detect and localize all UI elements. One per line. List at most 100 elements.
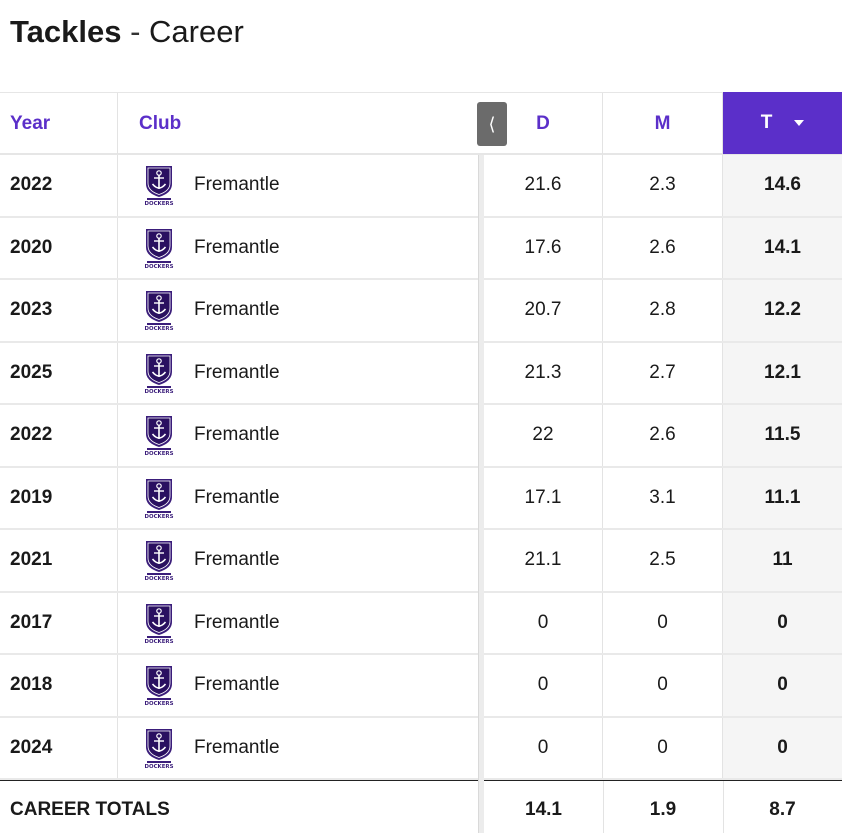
year-cell: 2023 xyxy=(0,280,118,341)
fremantle-dockers-logo: DOCKERS xyxy=(145,603,174,644)
disposals-cell: 20.7 xyxy=(484,280,603,341)
table-row: 2018 DOCKERS Fremantle 0 0 0 xyxy=(0,655,842,718)
year-cell: 2019 xyxy=(0,467,118,528)
club-name: Fremantle xyxy=(194,299,280,321)
tackles-cell: 0 xyxy=(723,592,842,653)
column-header-label: Year xyxy=(10,112,51,134)
marks-cell: 3.1 xyxy=(603,467,723,528)
fremantle-dockers-logo: DOCKERS xyxy=(145,228,174,269)
club-cell: DOCKERS Fremantle xyxy=(118,280,478,341)
svg-text:DOCKERS: DOCKERS xyxy=(145,389,174,394)
year-cell: 2022 xyxy=(0,155,118,216)
club-cell: DOCKERS Fremantle xyxy=(118,530,478,591)
club-cell: DOCKERS Fremantle xyxy=(118,468,478,529)
career-totals-row: CAREER TOTALS 14.1 1.9 8.7 xyxy=(0,780,842,833)
tackles-cell: 11.1 xyxy=(723,467,842,528)
column-header-club[interactable]: Club xyxy=(118,93,478,154)
marks-cell: 2.3 xyxy=(603,155,723,216)
marks-cell: 2.6 xyxy=(603,217,723,278)
career-stats-table: Year Club D M T ⟨ 2022 DOCKERS Fremantle… xyxy=(0,92,842,833)
marks-cell: 2.6 xyxy=(603,405,723,466)
sort-descending-icon xyxy=(794,120,805,126)
table-row: 2025 DOCKERS Fremantle 21.3 2.7 12.1 xyxy=(0,342,842,405)
marks-cell: 2.5 xyxy=(603,530,723,591)
fremantle-dockers-logo: DOCKERS xyxy=(145,478,174,519)
disposals-cell: 22 xyxy=(484,405,603,466)
totals-tackles: 8.7 xyxy=(769,799,796,820)
club-cell: DOCKERS Fremantle xyxy=(118,655,478,716)
svg-text:DOCKERS: DOCKERS xyxy=(145,576,174,581)
column-header-disposals[interactable]: D xyxy=(484,93,603,154)
table-row: 2019 DOCKERS Fremantle 17.1 3.1 11.1 xyxy=(0,467,842,530)
marks-cell: 2.7 xyxy=(603,342,723,403)
table-row: 2024 DOCKERS Fremantle 0 0 0 xyxy=(0,717,842,780)
club-name: Fremantle xyxy=(194,674,280,696)
club-cell: DOCKERS Fremantle xyxy=(118,155,478,216)
club-cell: DOCKERS Fremantle xyxy=(118,718,478,779)
disposals-cell: 0 xyxy=(484,655,603,716)
club-name: Fremantle xyxy=(194,549,280,571)
column-header-label: Club xyxy=(139,112,182,134)
club-cell: DOCKERS Fremantle xyxy=(118,593,478,654)
column-header-label: M xyxy=(654,112,671,134)
club-cell: DOCKERS Fremantle xyxy=(118,218,478,279)
tackles-cell: 0 xyxy=(723,655,842,716)
svg-text:DOCKERS: DOCKERS xyxy=(145,326,174,331)
year-cell: 2020 xyxy=(0,217,118,278)
column-header-label: T xyxy=(760,112,773,133)
disposals-cell: 17.1 xyxy=(484,467,603,528)
column-header-year[interactable]: Year xyxy=(0,93,118,154)
svg-text:DOCKERS: DOCKERS xyxy=(145,764,174,769)
tackles-cell: 0 xyxy=(723,717,842,778)
tackles-cell: 12.1 xyxy=(723,342,842,403)
fremantle-dockers-logo: DOCKERS xyxy=(145,353,174,394)
column-header-label: D xyxy=(536,112,550,134)
year-cell: 2025 xyxy=(0,342,118,403)
club-name: Fremantle xyxy=(194,174,280,196)
marks-cell: 2.8 xyxy=(603,280,723,341)
marks-cell: 0 xyxy=(603,592,723,653)
club-name: Fremantle xyxy=(194,236,280,258)
tackles-cell: 14.1 xyxy=(723,217,842,278)
year-cell: 2024 xyxy=(0,717,118,778)
disposals-cell: 0 xyxy=(484,717,603,778)
frozen-column-divider xyxy=(478,155,484,833)
club-name: Fremantle xyxy=(194,424,280,446)
marks-cell: 0 xyxy=(603,655,723,716)
club-cell: DOCKERS Fremantle xyxy=(118,405,478,466)
table-row: 2022 DOCKERS Fremantle 22 2.6 11.5 xyxy=(0,405,842,468)
column-header-marks[interactable]: M xyxy=(603,93,723,154)
disposals-cell: 17.6 xyxy=(484,217,603,278)
svg-text:DOCKERS: DOCKERS xyxy=(145,264,174,269)
fremantle-dockers-logo: DOCKERS xyxy=(145,728,174,769)
table-row: 2021 DOCKERS Fremantle 21.1 2.5 11 xyxy=(0,530,842,593)
column-header-tackles-sorted[interactable]: T xyxy=(723,92,842,154)
collapse-columns-button[interactable]: ⟨ xyxy=(477,102,507,146)
fremantle-dockers-logo: DOCKERS xyxy=(145,166,174,206)
page-title: Tackles - Career xyxy=(10,14,244,50)
table-row: 2017 DOCKERS Fremantle 0 0 0 xyxy=(0,592,842,655)
club-cell: DOCKERS Fremantle xyxy=(118,343,478,404)
svg-text:DOCKERS: DOCKERS xyxy=(145,451,174,456)
tackles-cell: 14.6 xyxy=(723,155,842,216)
tackles-cell: 12.2 xyxy=(723,280,842,341)
table-header: Year Club D M T xyxy=(0,92,842,155)
year-cell: 2022 xyxy=(0,405,118,466)
disposals-cell: 0 xyxy=(484,592,603,653)
table-row: 2022 DOCKERS Fremantle 21.6 2.3 14.6 xyxy=(0,155,842,218)
disposals-cell: 21.6 xyxy=(484,155,603,216)
title-metric: Tackles xyxy=(10,14,122,49)
club-name: Fremantle xyxy=(194,611,280,633)
totals-label: CAREER TOTALS xyxy=(10,799,170,820)
year-cell: 2017 xyxy=(0,592,118,653)
svg-text:DOCKERS: DOCKERS xyxy=(145,701,174,706)
title-scope: Career xyxy=(149,14,244,49)
club-name: Fremantle xyxy=(194,486,280,508)
club-name: Fremantle xyxy=(194,361,280,383)
fremantle-dockers-logo: DOCKERS xyxy=(145,541,174,581)
disposals-cell: 21.1 xyxy=(484,530,603,591)
svg-text:DOCKERS: DOCKERS xyxy=(145,201,174,206)
chevron-left-icon: ⟨ xyxy=(488,113,496,134)
totals-marks: 1.9 xyxy=(603,781,724,833)
tackles-cell: 11 xyxy=(723,530,842,591)
